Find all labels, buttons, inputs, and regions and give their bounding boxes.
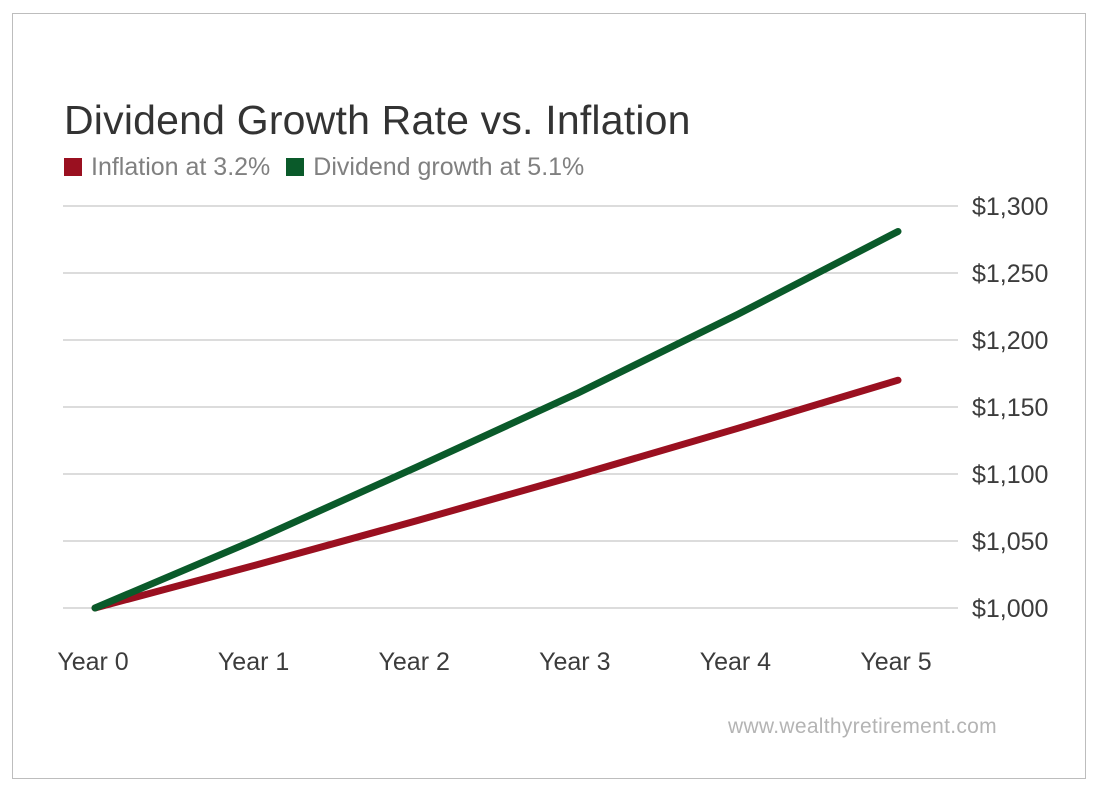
x-tick-label: Year 1 [218, 648, 289, 676]
y-tick-label: $1,150 [972, 394, 1048, 422]
x-tick-label: Year 3 [539, 648, 610, 676]
y-tick-label: $1,300 [972, 193, 1048, 221]
y-tick-label: $1,200 [972, 327, 1048, 355]
legend-item-inflation: Inflation at 3.2% [64, 152, 270, 182]
x-tick-label: Year 5 [860, 648, 931, 676]
series-line-dividend [91, 227, 902, 612]
legend-label-inflation: Inflation at 3.2% [91, 153, 271, 181]
legend: Inflation at 3.2% Dividend growth at 5.1… [64, 152, 600, 182]
y-tick-label: $1,250 [972, 260, 1048, 288]
x-tick-label: Year 2 [379, 648, 450, 676]
legend-swatch-inflation [64, 158, 82, 176]
source-url: www.wealthyretirement.com [728, 715, 997, 738]
chart-frame [12, 13, 1086, 779]
legend-item-dividend: Dividend growth at 5.1% [286, 152, 584, 182]
y-tick-label: $1,000 [972, 595, 1048, 623]
y-tick-label: $1,100 [972, 461, 1048, 489]
legend-swatch-dividend [286, 158, 305, 176]
chart-title: Dividend Growth Rate vs. Inflation [64, 97, 691, 143]
legend-label-dividend: Dividend growth at 5.1% [313, 153, 585, 181]
series-line-inflation [91, 376, 902, 612]
y-tick-label: $1,050 [972, 528, 1048, 556]
x-tick-label: Year 4 [700, 648, 771, 676]
x-tick-label: Year 0 [57, 648, 128, 676]
